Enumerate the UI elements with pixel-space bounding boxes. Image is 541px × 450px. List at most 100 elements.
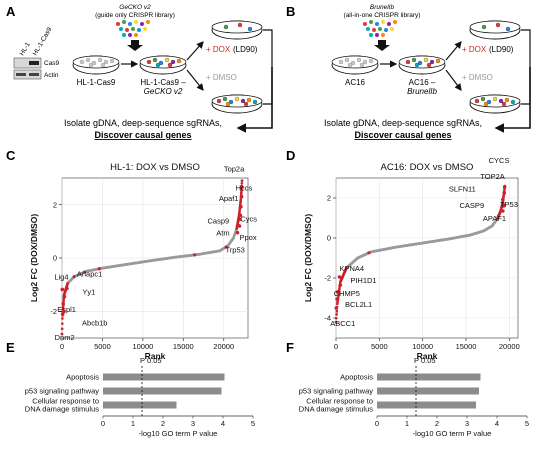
category-label: Apoptosis	[66, 373, 99, 382]
svg-text:+ DOX: + DOX	[462, 45, 487, 54]
svg-text:+ DOX: + DOX	[206, 45, 231, 54]
category-label: Cellular response to	[32, 397, 99, 406]
down-arrow-icon	[374, 40, 390, 51]
x-tick-label: 10000	[412, 342, 433, 351]
gene-label-slfn11: SLFN11	[449, 185, 476, 194]
hit-point-top2a	[240, 185, 244, 190]
bar	[103, 373, 225, 381]
hit-point	[337, 294, 340, 298]
gene-label-lig4: Lig4	[54, 272, 68, 281]
y-tick-label: 0	[327, 234, 331, 243]
hit-point-casp9	[237, 217, 242, 222]
gene-label-espl1: Espl1	[57, 305, 76, 314]
hit-point-pih1d1	[338, 283, 343, 287]
cell-line-lib-b: AC16 –	[409, 78, 436, 87]
bar	[103, 387, 222, 395]
gene-label-apaf1: APAF1	[483, 214, 506, 223]
gene-label-anapc1: Anapc1	[77, 270, 102, 279]
hit-point	[62, 297, 66, 301]
x-axis-label: -log10 GO term P value	[413, 429, 492, 438]
x-tick-label: 0	[60, 342, 64, 351]
hit-point-lig4	[60, 287, 65, 292]
hit-point-dnm2	[60, 312, 65, 316]
library-desc-a: (guide only CRISPR library)	[95, 12, 175, 19]
blot-lane-2: HL-1-Cas9	[32, 26, 54, 57]
gene-label-abcc1: ABCC1	[330, 319, 355, 328]
gene-label-casp9: CASP9	[460, 201, 485, 210]
x-tick-label: 5	[525, 419, 529, 428]
hit-point-yy1	[62, 294, 67, 299]
gene-label-hccs: Hccs	[236, 184, 253, 193]
y-tick-label: -2	[324, 274, 331, 283]
threshold-label: P 0.05	[140, 356, 162, 365]
hit-point	[60, 322, 64, 325]
gene-label-yy1: Yy1	[82, 288, 95, 297]
gene-label-casp9: Casp9	[208, 216, 230, 225]
bar	[377, 373, 481, 381]
hit-point-abcb1b	[62, 309, 66, 314]
y-tick-label: -2	[50, 307, 57, 316]
x-tick-label: 3	[465, 419, 469, 428]
dox-label-a: + DOX	[206, 45, 231, 54]
footer-b-2: Discover causal genes	[354, 130, 451, 140]
y-tick-label: 2	[53, 200, 57, 209]
x-tick-label: 0	[101, 419, 105, 428]
x-tick-label: 20000	[213, 342, 234, 351]
hit-point	[60, 327, 64, 331]
gene-label-chmp5: CHMP5	[334, 289, 360, 298]
hit-point	[240, 189, 243, 193]
x-tick-label: 4	[495, 419, 499, 428]
hit-point	[97, 267, 101, 271]
hit-point-slfn11	[501, 197, 505, 202]
x-tick-label: 2	[161, 419, 165, 428]
blot-lane-1: HL-1	[19, 41, 32, 57]
x-tick-label: 2	[435, 419, 439, 428]
library-icon-b	[363, 20, 397, 37]
x-tick-label: 15000	[173, 342, 194, 351]
dmso-label-b: + DMSO	[462, 73, 493, 82]
library-name-a: GeCKO v2	[119, 4, 151, 11]
bar	[377, 401, 476, 409]
x-tick-label: 0	[375, 419, 379, 428]
gene-label-dnm2: Dnm2	[55, 333, 75, 342]
hit-point	[335, 309, 339, 313]
hit-point-tp53	[502, 203, 506, 207]
panel-b-letter: B	[286, 4, 295, 19]
dox-dose-a: (LD90)	[233, 45, 258, 54]
library-name-b: BrunelIb	[370, 4, 395, 11]
library-desc-b: (all-in-one CRISPR library)	[344, 12, 421, 19]
y-tick-label: 0	[53, 254, 57, 263]
footer-b-1: Isolate gDNA, deep-sequence sgRNAs,	[324, 118, 482, 128]
blot-band-actin: Actin	[44, 72, 59, 79]
x-tick-label: 1	[405, 419, 409, 428]
hit-point-apaf1	[239, 205, 243, 209]
hit-point	[338, 286, 341, 290]
western-blot: HL-1 HL-1-Cas9 Cas9 Actin	[13, 26, 60, 80]
hit-point	[240, 179, 244, 182]
hit-point-ppox	[237, 224, 242, 228]
plot-area	[335, 177, 519, 339]
hit-point-hccs	[239, 194, 244, 199]
category-label: DNA damage stimulus	[25, 405, 99, 414]
gene-label-cycs: CYCS	[489, 156, 510, 165]
category-label: p53 signaling pathway	[25, 387, 99, 396]
cell-line-b: AC16	[345, 78, 366, 87]
x-axis-label: -log10 GO term P value	[139, 429, 218, 438]
gene-label-ppox: Ppox	[240, 233, 257, 242]
y-axis-label: Log2 FC (DOX/DMSO)	[29, 214, 39, 302]
category-label: Cellular response to	[306, 397, 373, 406]
hit-point	[66, 282, 69, 285]
hit-point-cycs	[502, 185, 507, 189]
hit-point	[336, 300, 339, 304]
chart-d: CYCS TOP2A SLFN11 CASP9 TP53 APAF1 KPNA4 PIH1D1…	[303, 156, 520, 361]
bar	[103, 401, 177, 409]
gene-label-top2a: Top2a	[224, 164, 245, 173]
hit-point	[60, 332, 64, 336]
gene-label-apaf1: Apaf1	[219, 194, 239, 203]
panel-f-letter: F	[286, 340, 294, 355]
panel-b: B BrunelIb (all-in-one CRISPR library) A…	[286, 4, 531, 140]
panel-a-letter: A	[6, 4, 16, 19]
chart-title: HL-1: DOX vs DMSO	[110, 162, 200, 173]
